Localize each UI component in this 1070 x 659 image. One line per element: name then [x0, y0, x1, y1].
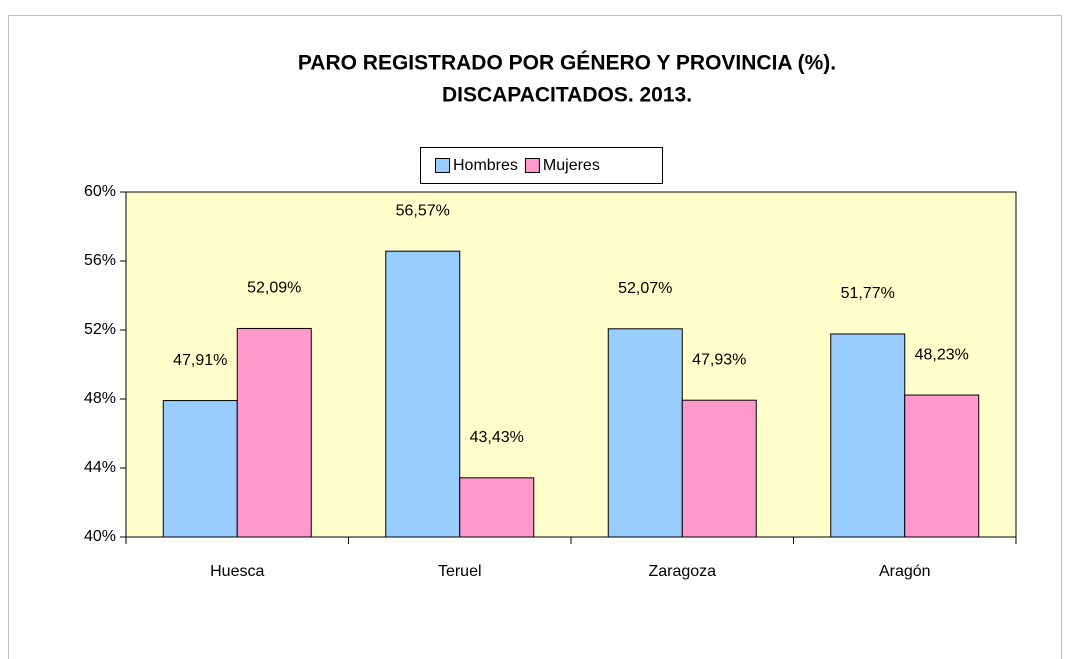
legend-swatch [524, 158, 540, 173]
bar [459, 477, 535, 538]
value-label: 48,23% [915, 346, 969, 363]
y-tick-label: 40% [84, 528, 116, 545]
y-tick-label: 52% [84, 321, 116, 338]
value-label: 52,07% [618, 280, 672, 297]
y-tick-label: 56% [84, 252, 116, 269]
legend-swatch [435, 158, 450, 173]
x-tick-label: Aragón [879, 563, 931, 580]
legend-label: Hombres [453, 157, 518, 174]
chart-title: DISCAPACITADOS. 2013. [442, 84, 692, 107]
legend-box [420, 147, 663, 184]
value-label: 51,77% [841, 285, 895, 302]
bar [607, 328, 683, 538]
bar [904, 394, 980, 538]
value-label: 47,93% [692, 351, 746, 368]
value-label: 52,09% [247, 280, 301, 297]
value-label: 47,91% [173, 352, 227, 369]
x-tick-label: Zaragoza [648, 563, 716, 580]
value-label: 43,43% [470, 429, 524, 446]
legend-label: Mujeres [543, 157, 600, 174]
y-tick-label: 48% [84, 390, 116, 407]
bar [385, 250, 461, 538]
x-tick-label: Huesca [210, 563, 264, 580]
bar [830, 333, 906, 538]
value-label: 56,57% [396, 202, 450, 219]
bar [681, 399, 757, 538]
y-tick-label: 44% [84, 459, 116, 476]
y-tick-label: 60% [84, 183, 116, 200]
chart-title: PARO REGISTRADO POR GÉNERO Y PROVINCIA (… [298, 52, 836, 75]
bar [236, 327, 312, 538]
x-tick-label: Teruel [438, 563, 482, 580]
bar [162, 400, 238, 538]
